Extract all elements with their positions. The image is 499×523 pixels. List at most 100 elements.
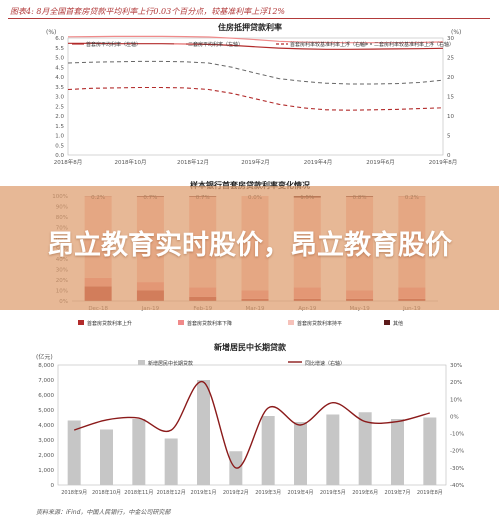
chart1-x-tick: 2019年4月: [304, 158, 333, 166]
chart1-right-tick: 0: [447, 153, 451, 159]
chart1-legend-label: 二套房平均利率（左轴）: [188, 41, 243, 48]
chart3-x-tick: 2019年7月: [385, 489, 411, 496]
chart1-left-tick: 5.0: [55, 56, 64, 62]
chart3-x-tick: 2019年1月: [191, 489, 217, 496]
chart3-left-tick: 1,000: [38, 468, 54, 474]
chart2-legend-label: 首套房贷款利率持平: [297, 320, 342, 327]
chart1-left-tick: 4.0: [55, 75, 64, 81]
chart3-legend-bar-swatch: [138, 360, 145, 365]
chart1-legend-label: 首套房平均利率（左轴）: [86, 41, 141, 48]
chart3-bar: [164, 438, 178, 485]
caption-divider: [8, 18, 490, 19]
chart1-left-tick: 5.5: [55, 46, 64, 52]
chart3-right-tick: 30%: [450, 363, 462, 369]
chart1-right-tick: 5: [447, 134, 451, 140]
chart3-left-tick: 3,000: [38, 438, 54, 444]
chart3-bar: [391, 419, 404, 485]
chart3-bar: [197, 380, 210, 485]
chart3-bar: [423, 417, 437, 485]
chart1-left-tick: 3.5: [55, 85, 64, 91]
chart3-legend-bar-label: 新增居民中长期贷款: [148, 360, 193, 367]
chart3-left-tick: 2,000: [38, 453, 54, 459]
chart3-bar: [67, 420, 81, 485]
chart1-x-tick: 2019年2月: [241, 158, 270, 166]
chart1-left-tick: 6.0: [55, 36, 64, 42]
chart1-left-tick: 0.0: [55, 153, 64, 159]
mortgage-rate-line-chart: 住房抵押贷款利率 (%) (%) 0.0 0.5 1.0 1.5 2.0 2.5 3.0 3.5 4.…: [46, 22, 461, 166]
figure-caption: 图表4: 8月全国首套房贷款平均利率上行0.03个百分点，较基准利率上浮12%: [10, 7, 286, 16]
chart1-left-tick: 1.0: [55, 134, 64, 140]
chart3-right-tick: -30%: [450, 466, 464, 472]
chart3-x-tick: 2019年5月: [320, 489, 346, 496]
chart3-plot-frame: [57, 364, 447, 486]
chart2-legend-swatch: [178, 320, 184, 325]
chart3-right-tick: 0%: [450, 414, 459, 420]
chart2-legend-label: 首套房贷款利率上升: [87, 320, 132, 327]
chart1-left-tick: 4.5: [55, 65, 64, 71]
chart3-left-unit: (亿元): [36, 353, 53, 361]
chart3-right-tick: -20%: [450, 449, 464, 455]
chart1-x-tick: 2018年12月: [177, 158, 209, 166]
chart3-x-tick: 2019年4月: [288, 489, 314, 496]
chart3-bar: [100, 429, 113, 485]
chart3-x-tick: 2019年2月: [223, 489, 249, 496]
chart3-x-tick: 2019年3月: [255, 489, 281, 496]
chart3-bar: [132, 419, 146, 485]
chart3-right-tick: -10%: [450, 432, 464, 438]
chart2-legend-label: 其他: [393, 320, 403, 327]
chart1-series-line: [68, 42, 444, 50]
chart3-left-tick: 0: [51, 483, 55, 489]
chart1-left-tick: 2.0: [55, 114, 64, 120]
chart3-bar: [261, 416, 275, 485]
chart1-right-tick: 25: [447, 56, 454, 62]
chart1-right-tick: 20: [447, 75, 454, 81]
chart1-left-tick: 1.5: [55, 124, 64, 130]
chart3-bar: [326, 414, 340, 485]
chart1-x-tick: 2019年8月: [429, 158, 458, 166]
chart3-right-tick: 20%: [450, 380, 462, 386]
chart3-right-tick: 10%: [450, 397, 462, 403]
chart3-left-tick: 7,000: [38, 378, 54, 384]
chart1-legend-label: 二套房利率较基准利率上浮（右轴）: [374, 41, 454, 48]
source-note: 资料来源：iFind，中国人民银行，中金公司研究部: [36, 509, 171, 516]
chart3-left-tick: 5,000: [38, 408, 54, 414]
chart2-title: 样本银行首套房贷款利率变化情况: [190, 180, 310, 190]
chart2-legend-swatch: [384, 320, 390, 325]
chart3-x-tick: 2018年9月: [61, 489, 87, 496]
chart1-left-tick: 3.0: [55, 95, 64, 101]
chart3-growth-line: [73, 381, 430, 469]
chart3-legend-line-label: 同比增速（右轴）: [305, 360, 345, 367]
chart1-x-tick: 2019年6月: [366, 158, 395, 166]
chart3-bar: [358, 412, 372, 485]
chart3-x-tick: 2018年11月: [124, 489, 153, 496]
chart1-right-tick: 15: [447, 95, 454, 101]
chart1-series-line: [67, 35, 444, 44]
chart1-right-unit: (%): [451, 29, 461, 36]
chart3-left-tick: 4,000: [38, 423, 54, 429]
chart1-x-tick: 2018年10月: [115, 158, 147, 166]
chart1-x-tick: 2018年8月: [54, 158, 83, 166]
chart3-left-tick: 6,000: [38, 393, 54, 399]
chart2-legend-swatch: [78, 320, 84, 325]
chart1-left-tick: 2.5: [55, 104, 64, 110]
chart1-left-tick: 0.5: [55, 143, 64, 149]
chart3-x-tick: 2018年10月: [92, 489, 121, 496]
chart3-left-tick: 8,000: [38, 363, 54, 369]
chart3-x-tick: 2018年12月: [157, 489, 186, 496]
chart1-left-unit: (%): [46, 29, 56, 36]
chart3-title: 新增居民中长期贷款: [214, 342, 287, 352]
overlay-banner: [0, 186, 499, 310]
chart1-plot-frame: [67, 37, 444, 156]
chart1-legend-label: 首套房利率较基准利率上浮（右轴）: [290, 41, 370, 48]
chart3-bar: [294, 422, 307, 485]
chart1-title: 住房抵押贷款利率: [218, 22, 282, 32]
chart1-right-tick: 30: [447, 36, 454, 42]
chart2-legend-swatch: [288, 320, 294, 325]
chart3-right-tick: -40%: [450, 483, 464, 489]
chart3-x-tick: 2019年6月: [352, 489, 378, 496]
banner-title: 昂立教育实时股价，昂立教育股价: [47, 230, 452, 261]
chart1-right-tick: 10: [447, 114, 454, 120]
chart2-legend-label: 首套房贷款利率下降: [187, 320, 232, 327]
chart3-x-tick: 2019年8月: [417, 489, 443, 496]
